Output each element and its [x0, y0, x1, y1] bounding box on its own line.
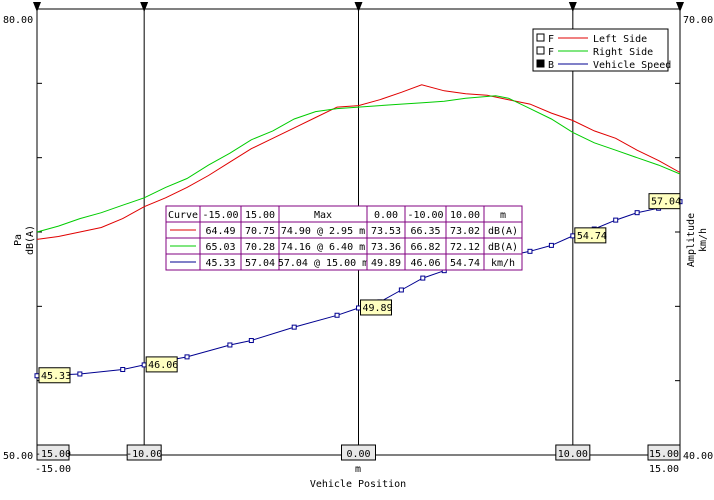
- value-label-box-3: [574, 227, 607, 244]
- speed-point: [334, 312, 340, 318]
- y-right-max-label: 70.00: [683, 15, 713, 26]
- value-label-4: 57.04: [651, 197, 681, 208]
- table-header-3: Max: [314, 210, 332, 221]
- y-right-min-label: 40.00: [683, 451, 713, 462]
- table-cell-2-4: 46.06: [410, 258, 440, 269]
- x-min-label: -15.00: [35, 464, 71, 475]
- boundary-label-right: 15.00: [649, 449, 679, 460]
- y-left-axis-unit: dB(A): [25, 225, 36, 255]
- table-cell-1-0: 65.03: [205, 242, 235, 253]
- legend-box: [532, 28, 669, 72]
- table-cell-1-5: 72.12: [450, 242, 480, 253]
- speed-point: [548, 242, 554, 248]
- legend-flag-2: B: [548, 60, 554, 71]
- cursor-label-box-1: [341, 444, 376, 461]
- cursor-label-1: 0.00: [346, 449, 370, 460]
- speed-point: [184, 354, 190, 360]
- table-cell-0-1: 70.75: [245, 226, 275, 237]
- value-label-2: 49.89: [363, 303, 393, 314]
- cursor-label-0: -10.00: [126, 449, 162, 460]
- speed-point: [77, 371, 83, 377]
- table-cell-0-3: 73.53: [371, 226, 401, 237]
- legend-flag-1: F: [548, 47, 554, 58]
- table-cell-1-6: dB(A): [488, 242, 518, 253]
- speed-point: [141, 362, 147, 368]
- table-header-1: -15.00: [202, 210, 238, 221]
- table-cell-2-1: 57.04: [245, 258, 275, 269]
- table-header-7: m: [500, 210, 506, 221]
- value-label-3: 54.74: [577, 231, 607, 242]
- y-left-max-label: 80.00: [3, 15, 33, 26]
- legend-label-2: Vehicle Speed: [593, 60, 671, 71]
- speed-point: [420, 275, 426, 281]
- table-header-6: 10.00: [450, 210, 480, 221]
- speed-point: [613, 217, 619, 223]
- cursor-label-box-0: [126, 444, 162, 461]
- series-line-right-side: [36, 95, 681, 233]
- x-axis-title: Vehicle Position: [310, 479, 406, 490]
- legend-flag-box-2: [536, 59, 545, 68]
- table-cell-0-5: 73.02: [450, 226, 480, 237]
- boundary-handle-1[interactable]: [676, 2, 684, 12]
- y-left-axis-title: Pa: [13, 234, 24, 246]
- legend-flag-box-1: [536, 46, 545, 55]
- table-cell-2-5: 54.74: [450, 258, 480, 269]
- speed-point: [227, 342, 233, 348]
- table-cell-1-2: 74.16 @ 6.40 m: [281, 242, 365, 253]
- speed-point: [398, 287, 404, 293]
- speed-point: [527, 248, 533, 254]
- value-label-box-0: [38, 367, 71, 384]
- speed-point: [570, 233, 576, 239]
- cursor-handle-0[interactable]: [140, 2, 149, 12]
- boundary-handle-0[interactable]: [33, 2, 41, 12]
- table-cell-0-4: 66.35: [410, 226, 440, 237]
- speed-point: [634, 210, 640, 216]
- speed-point: [291, 324, 297, 330]
- legend-label-0: Left Side: [593, 34, 647, 45]
- value-label-1: 46.06: [148, 360, 178, 371]
- x-unit-label: m: [355, 464, 361, 475]
- table-cell-0-2: 74.90 @ 2.95 m: [281, 226, 365, 237]
- cursor-handle-2[interactable]: [568, 2, 577, 12]
- series-line-left-side: [36, 84, 681, 240]
- value-label-box-4: [648, 193, 681, 210]
- table-cell-0-0: 64.49: [205, 226, 235, 237]
- legend-flag-0: F: [548, 34, 554, 45]
- speed-point: [356, 305, 361, 311]
- table-cell-2-0: 45.33: [205, 258, 235, 269]
- table-header-5: -10.00: [407, 210, 443, 221]
- table-cell-0-6: dB(A): [488, 226, 518, 237]
- y-right-axis-unit: km/h: [698, 228, 709, 252]
- table-cell-2-6: km/h: [491, 258, 515, 269]
- legend-label-1: Right Side: [593, 47, 653, 58]
- value-label-box-2: [360, 299, 392, 316]
- cursor-label-2: 10.00: [558, 449, 588, 460]
- table-cell-2-3: 49.89: [371, 258, 401, 269]
- boundary-label-box-left: [36, 444, 70, 461]
- boundary-label-left: -15.00: [35, 449, 71, 460]
- table-header-0: Curve: [168, 210, 198, 221]
- y-left-min-label: 50.00: [3, 451, 33, 462]
- table-cell: [483, 253, 523, 271]
- table-cell-2-2: 57.04 @ 15.00 m: [278, 258, 368, 269]
- cursor-label-box-2: [555, 444, 591, 461]
- boundary-label-box-right: [647, 444, 681, 461]
- cursor-handle-1[interactable]: [354, 2, 363, 12]
- table-header-4: 0.00: [374, 210, 398, 221]
- value-label-0: 45.33: [41, 371, 71, 382]
- legend-flag-box-0: [536, 33, 545, 42]
- value-label-box-1: [145, 356, 178, 373]
- speed-point: [120, 367, 126, 373]
- speed-point: [34, 373, 40, 379]
- x-max-label: 15.00: [649, 464, 679, 475]
- table-cell-1-3: 73.36: [371, 242, 401, 253]
- table-cell-1-1: 70.28: [245, 242, 275, 253]
- table-header-2: 15.00: [245, 210, 275, 221]
- speed-point: [248, 338, 254, 344]
- table-cell-1-4: 66.82: [410, 242, 440, 253]
- y-right-axis-title: Amplitude: [686, 213, 697, 267]
